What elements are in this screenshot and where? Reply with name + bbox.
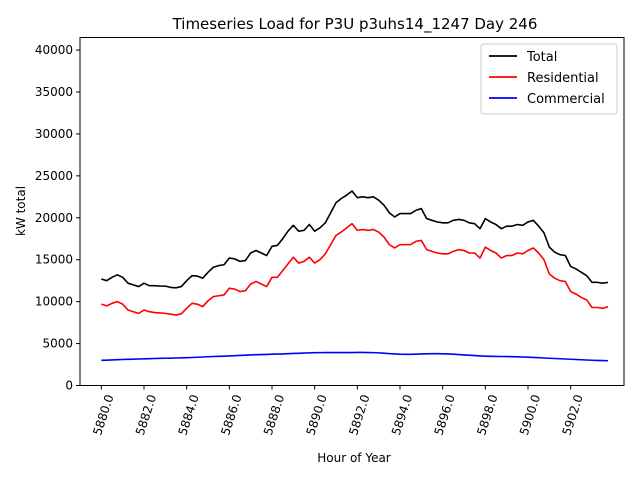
x-tick-label: 5898.0 [474,393,500,437]
x-axis-label: Hour of Year [317,451,391,465]
chart-title: Timeseries Load for P3U p3uhs14_1247 Day… [172,15,538,34]
x-tick-label: 5900.0 [517,393,543,437]
x-tick-label: 5894.0 [389,393,415,437]
series-line-total [101,190,609,289]
plot-frame [79,37,625,386]
y-axis-label: kW total [14,186,28,236]
y-tick-label: 10000 [35,295,73,309]
legend-label-residential: Residential [527,71,599,86]
x-tick-label: 5886.0 [218,393,244,437]
x-tick-label: 5882.0 [133,393,159,437]
x-tick-label: 5884.0 [176,393,202,437]
series-line-residential [101,222,609,316]
legend-box [480,43,618,115]
series-line-commercial [101,351,609,362]
x-tick-label: 5888.0 [261,393,287,437]
x-tick-label: 5890.0 [304,393,330,437]
x-tick-label: 5896.0 [432,393,458,437]
x-tick-label: 5880.0 [90,393,116,437]
legend-label-total: Total [526,50,557,65]
y-axis: 0 5000 10000 15000 20000 25000 30000 35000 40000 [35,43,80,393]
series-layer [101,190,609,362]
y-tick-label: 40000 [35,43,73,57]
x-tick-label: 5902.0 [560,393,586,437]
x-axis: 5880.0 5882.0 5884.0 5886.0 5888.0 5890.0 5892… [90,385,586,437]
y-tick-label: 0 [65,379,73,393]
y-tick-label: 35000 [35,85,73,99]
y-tick-label: 15000 [35,253,73,267]
legend: Total Residential Commercial [480,43,618,115]
y-tick-label: 25000 [35,169,73,183]
y-tick-label: 20000 [35,211,73,225]
x-tick-label: 5892.0 [346,393,372,437]
y-tick-label: 5000 [42,337,73,351]
y-tick-label: 30000 [35,127,73,141]
legend-label-commercial: Commercial [527,92,605,107]
